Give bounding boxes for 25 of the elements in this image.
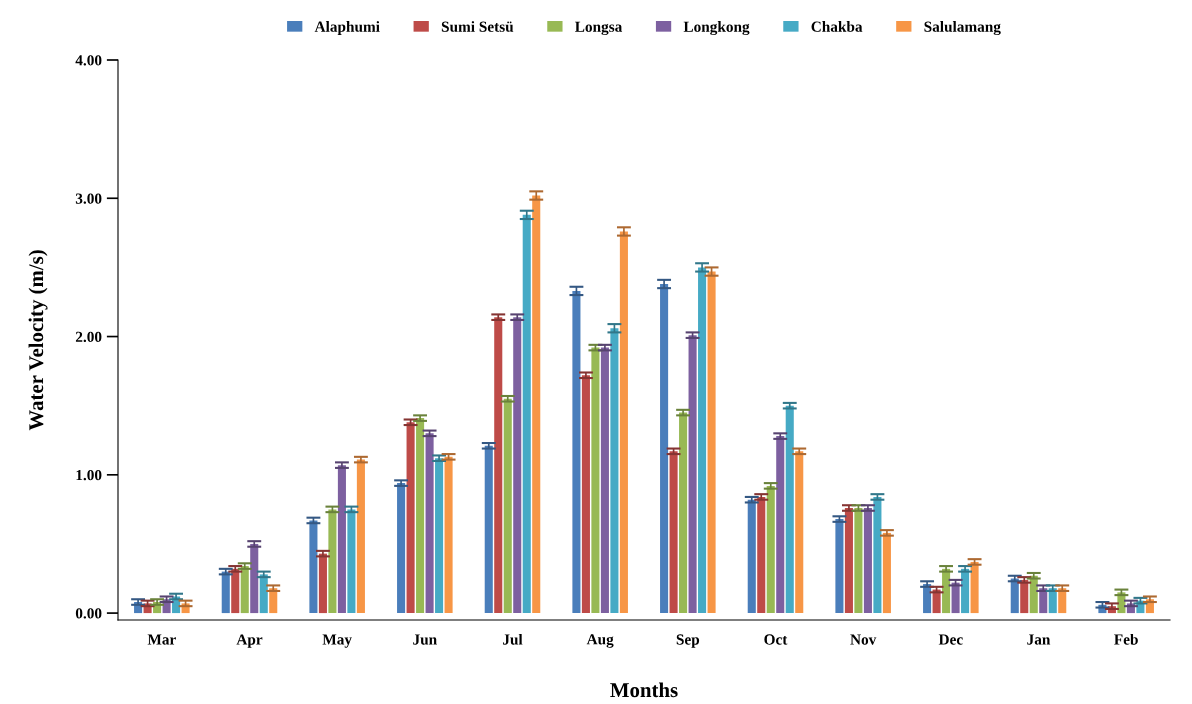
- x-tick-label: Oct: [764, 634, 788, 645]
- legend-label: Alaphumi: [314, 21, 380, 35]
- y-tick-label: 3.00: [75, 193, 102, 204]
- x-tick-label: Sep: [676, 634, 700, 648]
- x-tick-label: Feb: [1114, 633, 1138, 645]
- x-tick-label: Aug: [586, 634, 614, 648]
- y-axis-title: Water Velocity (m/s): [28, 250, 48, 431]
- x-tick-label: Nov: [850, 634, 877, 645]
- legend-label: Longsa: [575, 21, 623, 36]
- x-tick-label: Jun: [413, 634, 437, 645]
- legend-label: Longkong: [683, 21, 750, 36]
- legend-label: Sumi Setsü: [441, 21, 514, 32]
- x-tick-label: Mar: [147, 634, 176, 645]
- x-tick-label: May: [322, 634, 352, 648]
- legend-label: Salulamang: [924, 21, 1001, 36]
- x-axis-title: Months: [610, 682, 678, 698]
- x-tick-label: Dec: [938, 634, 963, 645]
- y-tick-label: 1.00: [76, 469, 102, 481]
- x-tick-label: Apr: [236, 634, 263, 648]
- y-tick-label: 2.00: [75, 331, 102, 343]
- x-tick-label: Jul: [502, 633, 523, 645]
- x-tick-label: Jan: [1027, 634, 1051, 645]
- y-tick-label: 0.00: [75, 608, 102, 619]
- legend-label: Chakba: [811, 21, 863, 32]
- y-tick-label: 4.00: [75, 55, 102, 66]
